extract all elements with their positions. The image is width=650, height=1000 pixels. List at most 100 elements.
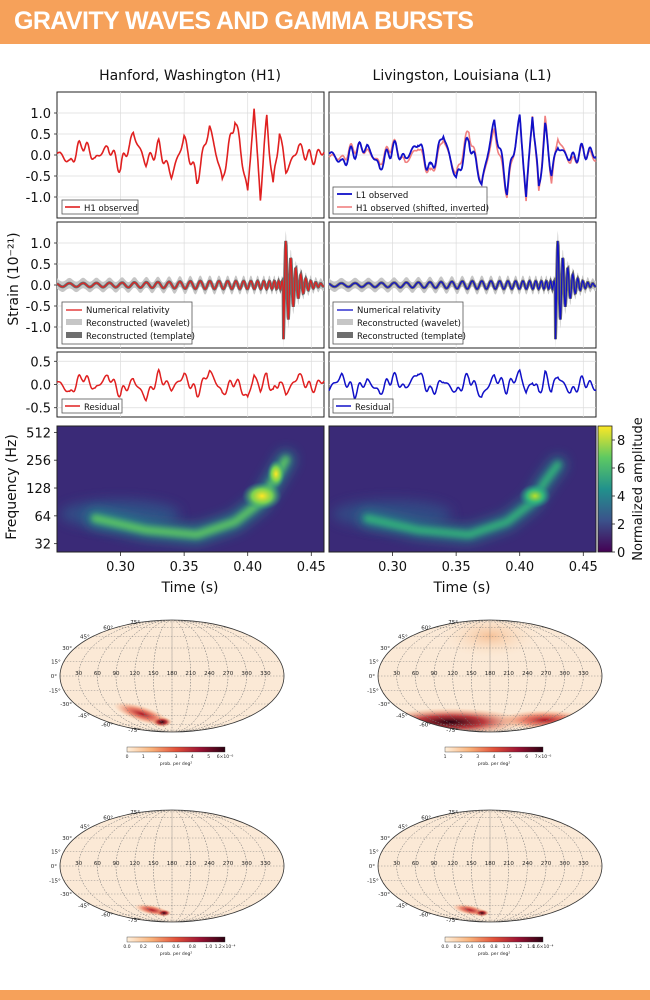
lon-label: 180 xyxy=(485,671,496,677)
lon-label: 210 xyxy=(185,671,196,677)
y-tick-label: 0.5 xyxy=(30,128,51,143)
skymap-colorbar-tick: 0.6 xyxy=(172,944,179,950)
skymap-colorbar-tick: 6 xyxy=(525,754,528,760)
y-tick-label: 512 xyxy=(26,426,51,441)
skymap-colorbar-tick: 6×10⁻⁶ xyxy=(217,754,234,760)
lon-label: 120 xyxy=(129,861,140,867)
skymap-colorbar-tick: 0.6 xyxy=(478,944,485,950)
x-tick-label: 0.35 xyxy=(442,560,471,575)
skymap-colorbar-tick: 0.8 xyxy=(490,944,497,950)
skymap-probability xyxy=(378,810,602,922)
lat-label: 30° xyxy=(380,646,390,652)
x-tick-label: 0.40 xyxy=(505,560,534,575)
skymap-2: 75° 60° 45° 30° 15° 0° -15° -30° -45° -60° -75° 30 6… xyxy=(367,619,603,767)
series-line-numerical-relativity-h1 xyxy=(56,240,325,340)
skymap-outline xyxy=(377,809,603,923)
lon-label: 120 xyxy=(447,671,458,677)
skymap-colorbar-tick: 0.2 xyxy=(140,944,147,950)
colorbar-tick-label: 0 xyxy=(617,546,625,561)
lat-label: -15° xyxy=(367,688,379,694)
y-tick-label: 1.0 xyxy=(30,107,51,122)
x-tick-label: 0.45 xyxy=(569,560,598,575)
lat-label: 0° xyxy=(369,674,375,680)
lat-label: -60° xyxy=(419,722,431,728)
y-tick-label: 0.0 xyxy=(30,379,51,394)
y-tick-label: 1.0 xyxy=(30,237,51,252)
lon-label: 90 xyxy=(113,671,120,677)
lon-label: 60 xyxy=(94,671,101,677)
lon-label: 150 xyxy=(148,861,159,867)
title-hanford: Hanford, Washington (H1) xyxy=(99,68,281,84)
y-tick-label: 0.5 xyxy=(30,355,51,370)
lon-label: 180 xyxy=(167,861,178,867)
lon-label: 270 xyxy=(541,861,552,867)
skymap-outline xyxy=(59,619,285,733)
skymap-colorbar-tick: 7×10⁻⁶ xyxy=(535,754,552,760)
lat-label: 60° xyxy=(103,816,113,822)
skymap-colorbar xyxy=(126,936,226,943)
skymap-graticule xyxy=(378,810,602,922)
skymap-1: 75°60°45°30°15°0°-15°-30°-45°-60°-75°30 6… xyxy=(49,619,285,767)
lon-label: 90 xyxy=(431,861,438,867)
skymap-colorbar-tick: 4 xyxy=(493,754,496,760)
lat-label: 60° xyxy=(421,816,431,822)
title-livingston: Livingston, Louisiana (L1) xyxy=(373,68,552,84)
legend-label-numerical-relativity: Numerical relativity xyxy=(86,306,170,316)
skymap-colorbar-tick: 0.0 xyxy=(441,944,448,950)
lon-label: 330 xyxy=(260,671,271,677)
legend-model-l1: Numerical relativity Reconstructed (wave… xyxy=(332,301,466,345)
series-line-l1-observed xyxy=(328,114,597,197)
lon-label: 150 xyxy=(466,671,477,677)
panel-h1-model: 1.0 0.5 0.0 -0.5 -1.0 Numerical relativity R… xyxy=(26,221,326,351)
legend-l1-observed: L1 observed H1 observed (shifted, invert… xyxy=(332,186,489,215)
lon-label: 90 xyxy=(113,861,120,867)
lat-label: 60° xyxy=(103,626,113,632)
panel-l1-residual: Residual xyxy=(328,351,597,418)
y-tick-label: 0.5 xyxy=(30,258,51,273)
lat-label: 75° xyxy=(448,810,458,816)
skymap-probability xyxy=(60,810,284,922)
lat-label: 45° xyxy=(398,824,408,830)
lon-label: 270 xyxy=(223,671,234,677)
skymap-probability xyxy=(60,620,284,732)
legend-residual-h1: Residual xyxy=(61,398,123,414)
lon-label: 150 xyxy=(466,861,477,867)
lat-label: -60° xyxy=(101,912,113,918)
lon-label: 300 xyxy=(559,671,570,677)
legend-label-h1-observed: H1 observed xyxy=(84,204,138,214)
lat-label: -75° xyxy=(446,918,458,924)
lon-label: 30 xyxy=(393,671,400,677)
lon-label: 60 xyxy=(94,861,101,867)
skymap-colorbar-tick: 3 xyxy=(476,754,479,760)
lat-label: -15° xyxy=(49,688,61,694)
lon-label: 300 xyxy=(241,861,252,867)
legend-model-h1: Numerical relativity Reconstructed (wave… xyxy=(61,301,195,345)
skymap-colorbar xyxy=(444,746,544,753)
lat-label: 0° xyxy=(51,864,57,870)
x-tick-label: 0.30 xyxy=(106,560,135,575)
lon-label: 150 xyxy=(148,671,159,677)
skymap-grid: 75°60°45°30°15°0°-15°-30°-45°-60°-75°30 6… xyxy=(49,619,603,957)
lat-label: -15° xyxy=(367,878,379,884)
x-tick-label: 0.35 xyxy=(170,560,199,575)
lon-label: 300 xyxy=(241,671,252,677)
lat-label: 45° xyxy=(80,824,90,830)
skymap-colorbar-tick: 0 xyxy=(126,754,129,760)
legend-label-l1-observed: L1 observed xyxy=(356,191,408,201)
footer-bar xyxy=(0,990,650,1000)
skymap-graticule xyxy=(60,620,284,732)
lat-label: -75° xyxy=(128,918,140,924)
lat-label: 60° xyxy=(421,626,431,632)
legend-label-reconstructed-template: Reconstructed (template) xyxy=(86,332,195,342)
skymap-colorbar-tick: 1.4 xyxy=(527,944,534,950)
lat-label: -45° xyxy=(396,714,408,720)
prob-peak xyxy=(152,717,172,727)
skymap-colorbar-label: prob. per deg² xyxy=(478,761,510,767)
colorbar-label: Normalized amplitude xyxy=(631,417,646,561)
lon-label: 330 xyxy=(260,861,271,867)
lat-label: -60° xyxy=(419,912,431,918)
lat-label: -30° xyxy=(378,702,390,708)
skymap-graticule xyxy=(378,620,602,732)
panel-h1-observed: 1.0 0.5 0.0 -0.5 -1.0 H1 observed xyxy=(26,91,325,219)
xlabel-h1: Time (s) xyxy=(161,580,219,596)
